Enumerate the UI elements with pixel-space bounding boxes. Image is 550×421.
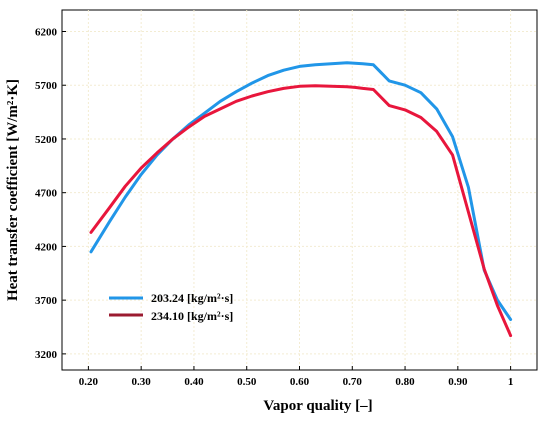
series-line-2 bbox=[89, 84, 513, 338]
x-tick-label: 0.30 bbox=[132, 376, 152, 388]
y-tick-label: 4200 bbox=[35, 241, 58, 253]
x-tick-label: 1 bbox=[508, 376, 514, 388]
x-tick-label: 0.40 bbox=[184, 376, 204, 388]
y-tick-label: 3700 bbox=[35, 295, 58, 307]
y-tick-label: 6200 bbox=[35, 26, 58, 38]
y-axis-ticks: 3200 3700 4200 4700 5200 5700 6200 bbox=[35, 26, 66, 361]
x-axis-ticks: 0.20 0.30 0.40 0.50 0.60 0.70 0.80 0.90 1 bbox=[79, 366, 514, 388]
legend-label-series-2: 234.10 [kg/m²·s] bbox=[151, 309, 233, 323]
x-tick-label: 0.90 bbox=[448, 376, 468, 388]
series-layer bbox=[89, 61, 513, 338]
y-tick-label: 5200 bbox=[35, 134, 58, 146]
x-axis-title: Vapor quality [–] bbox=[263, 398, 372, 414]
y-axis-title: Heat transfer coefficient [W/m²·K] bbox=[5, 79, 21, 301]
y-tick-label: 3200 bbox=[35, 349, 58, 361]
x-tick-label: 0.60 bbox=[290, 376, 310, 388]
x-tick-label: 0.70 bbox=[343, 376, 363, 388]
y-tick-label: 4700 bbox=[35, 188, 58, 200]
legend: 203.24 [kg/m²·s] 234.10 [kg/m²·s] bbox=[109, 291, 233, 323]
legend-label-series-1: 203.24 [kg/m²·s] bbox=[151, 291, 233, 305]
y-tick-label: 5700 bbox=[35, 80, 58, 92]
x-tick-label: 0.20 bbox=[79, 376, 99, 388]
x-tick-label: 0.80 bbox=[395, 376, 415, 388]
grid bbox=[62, 10, 537, 370]
x-tick-label: 0.50 bbox=[237, 376, 257, 388]
